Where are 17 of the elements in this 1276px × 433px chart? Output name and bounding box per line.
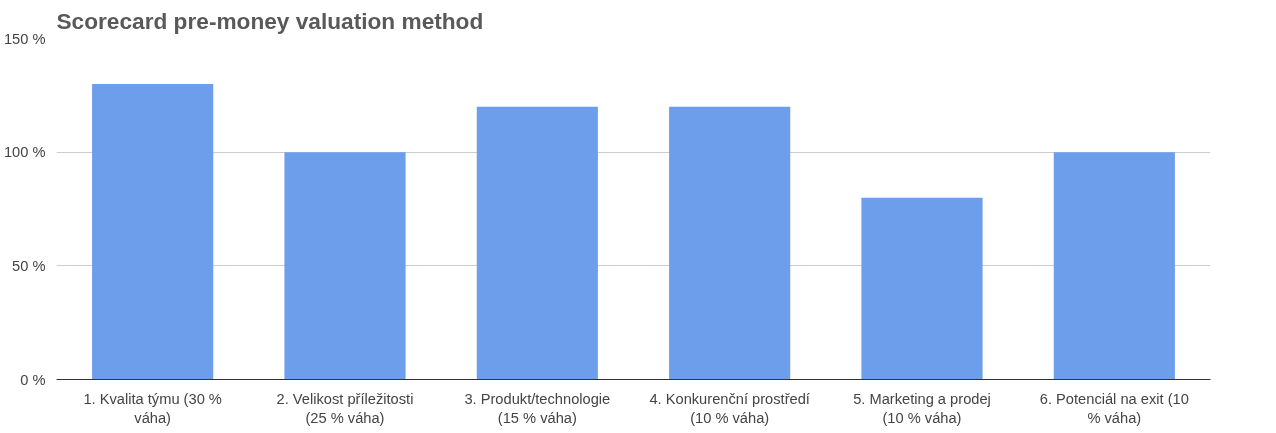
bar <box>476 106 598 380</box>
chart-title: Scorecard pre-money valuation method <box>56 7 484 34</box>
x-tick-label: 5. Marketing a prodej (10 % váha) <box>853 390 991 426</box>
x-tick-label: 2. Velikost příležitosti (25 % váha) <box>276 390 414 426</box>
y-tick-label: 0 % <box>20 371 46 388</box>
bar <box>1053 152 1175 380</box>
y-tick-label: 50 % <box>12 257 46 274</box>
x-tick-label: 1. Kvalita týmu (30 % váha) <box>83 390 222 426</box>
x-tick-label: 3. Produkt/technologie (15 % váha) <box>464 390 611 426</box>
bar <box>861 197 983 380</box>
bar <box>92 83 214 380</box>
y-tick-label: 150 % <box>3 30 46 47</box>
bar <box>284 152 406 380</box>
bar <box>669 106 791 380</box>
y-tick-label: 100 % <box>3 144 46 161</box>
x-tick-label: 4. Konkurenční prostředí (10 % váha) <box>649 390 810 426</box>
x-tick-label: 6. Potenciál na exit (10 % váha) <box>1039 390 1189 426</box>
